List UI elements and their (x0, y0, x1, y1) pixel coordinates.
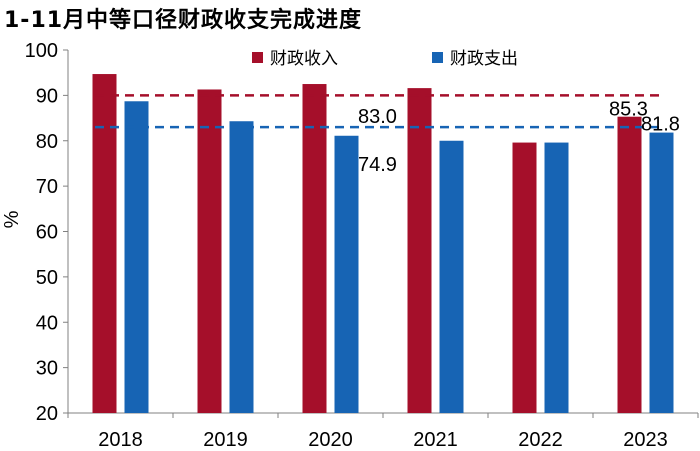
bar-expenditure-2019 (229, 121, 254, 414)
y-tick-label: 90 (36, 85, 58, 107)
bar-revenue-2022 (512, 142, 537, 413)
legend-label-expenditure: 财政支出 (450, 49, 518, 69)
x-tick-label: 2019 (203, 429, 248, 451)
x-tick-label: 2020 (308, 429, 353, 451)
y-tick-label: 50 (36, 267, 58, 289)
bar-expenditure-2022 (544, 142, 569, 413)
bar-expenditure-2021 (439, 140, 464, 413)
data-label: 83.0 (358, 106, 397, 128)
bar-revenue-2023 (617, 116, 642, 414)
y-tick-label: 80 (36, 131, 58, 153)
legend-label-revenue: 财政收入 (270, 49, 338, 69)
x-tick-label: 2021 (413, 429, 458, 451)
axes: 20 30 40 50 60 70 80 90 100% 2018 2019 2020 2021 2022… (1, 40, 699, 451)
data-label: 85.3 (609, 99, 648, 121)
x-tick-label: 2022 (518, 429, 563, 451)
bar-revenue-2021 (407, 88, 432, 414)
data-label: 81.8 (641, 114, 680, 136)
y-tick-label: 20 (36, 403, 58, 425)
legend: 财政收入 财政支出 (252, 49, 518, 69)
bar-revenue-2018 (92, 74, 117, 413)
bars (92, 74, 674, 414)
legend-swatch-revenue (252, 52, 263, 63)
bar-revenue-2020 (302, 84, 327, 413)
chart-title: 1-11月中等口径财政收支完成进度 (4, 8, 363, 33)
y-tick-label: 70 (36, 176, 58, 198)
y-tick-label: 40 (36, 312, 58, 334)
legend-swatch-expenditure (432, 52, 443, 63)
y-axis-label: % (1, 210, 23, 228)
data-label: 74.9 (358, 154, 397, 176)
bar-expenditure-2020 (334, 135, 359, 414)
x-tick-label: 2018 (98, 429, 143, 451)
x-tick-label: 2023 (623, 429, 668, 451)
bar-expenditure-2018 (124, 101, 149, 414)
y-tick-label: 100 (25, 40, 58, 62)
annotations: 83.0 74.9 85.381.8 (358, 99, 680, 176)
y-tick-label: 60 (36, 222, 58, 244)
bar-expenditure-2023 (649, 132, 674, 413)
reference-lines (95, 94, 662, 129)
y-tick-label: 30 (36, 358, 58, 380)
bar-revenue-2019 (197, 89, 222, 413)
